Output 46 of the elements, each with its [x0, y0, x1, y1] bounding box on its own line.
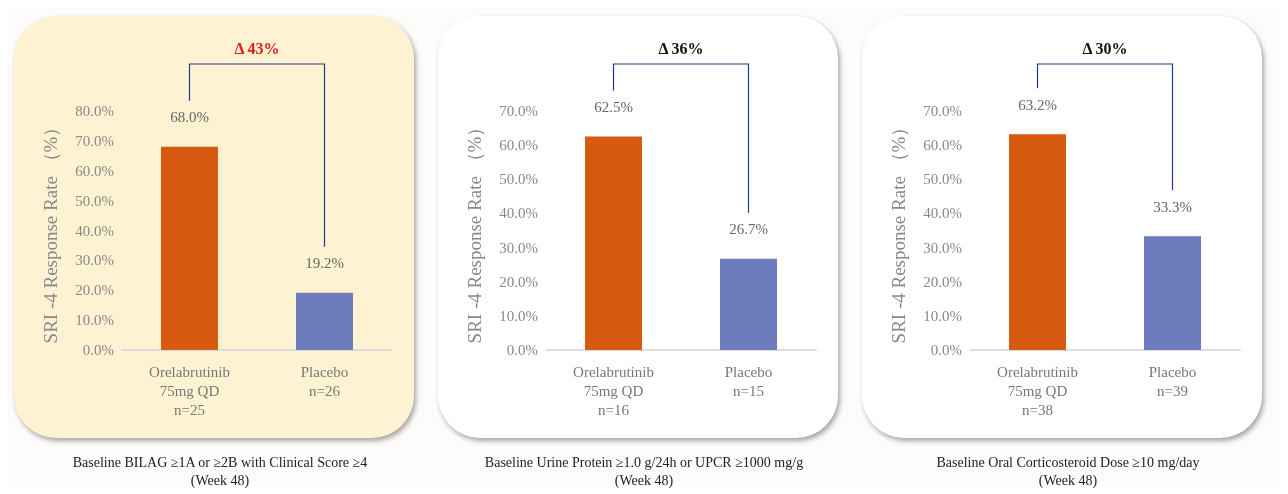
data-label: 63.2% [1018, 96, 1057, 113]
y-tick-label: 40.0% [75, 222, 114, 239]
text: Baseline BILAG ≥1A or ≥2B with Clinical Score ≥4 (Week 48) [71, 454, 369, 490]
y-tick-label: 70.0% [499, 103, 538, 119]
y-tick-label: 30.0% [499, 239, 538, 256]
y-tick-label: 0.0% [930, 342, 962, 358]
y-tick-label: 20.0% [499, 273, 538, 290]
x-tick-label: Placebo n=15 [724, 363, 773, 399]
y-tick-label: 70.0% [923, 103, 962, 119]
data-label: 68.0% [170, 109, 209, 126]
y-tick-label: 80.0% [75, 103, 114, 119]
data-label: 62.5% [594, 99, 633, 116]
y-tick-label: 30.0% [923, 239, 962, 256]
data-label: 19.2% [305, 255, 344, 272]
y-tick-label: 60.0% [75, 162, 114, 179]
y-tick-label: 10.0% [499, 307, 538, 324]
y-tick-label: 70.0% [75, 132, 114, 149]
y-tick-label: 20.0% [923, 273, 962, 290]
y-tick-label: 10.0% [75, 312, 114, 329]
y-tick-label: 60.0% [923, 137, 962, 154]
y-tick-label: 10.0% [923, 307, 962, 324]
y-tick-label: 40.0% [923, 205, 962, 222]
y-tick-label: 60.0% [499, 137, 538, 154]
text: Baseline Oral Corticosteroid Dose ≥10 mg/day (Week 48) [935, 454, 1201, 490]
text: Baseline Urine Protein ≥1.0 g/24h or UPCR ≥1000 mg/g (Week 48) [483, 454, 805, 490]
y-tick-label: 40.0% [499, 205, 538, 222]
text: Δ 30% [1082, 39, 1128, 57]
y-tick-label: 30.0% [75, 252, 114, 269]
y-axis-title: SRI -4 Response Rate （%） [40, 117, 61, 344]
data-label: 33.3% [1153, 198, 1192, 215]
x-tick-label: Orelabrutinib 75mg QD n=16 [573, 363, 654, 418]
text: Δ 36% [658, 39, 704, 57]
x-tick-label: Orelabrutinib 75mg QD n=38 [997, 363, 1078, 418]
y-axis-title: SRI -4 Response Rate （%） [464, 117, 485, 344]
data-label: 26.7% [729, 221, 768, 238]
x-tick-label: Placebo n=26 [300, 363, 349, 399]
y-tick-label: 0.0% [82, 342, 114, 358]
y-tick-label: 50.0% [923, 171, 962, 188]
y-axis-title: SRI -4 Response Rate （%） [888, 117, 909, 344]
x-tick-label: Orelabrutinib 75mg QD n=25 [149, 363, 230, 418]
text: Δ 43% [234, 39, 280, 57]
y-tick-label: 20.0% [75, 282, 114, 299]
x-tick-label: Placebo n=39 [1148, 363, 1197, 399]
y-tick-label: 0.0% [506, 342, 538, 358]
y-tick-label: 50.0% [75, 192, 114, 209]
y-tick-label: 50.0% [499, 171, 538, 188]
